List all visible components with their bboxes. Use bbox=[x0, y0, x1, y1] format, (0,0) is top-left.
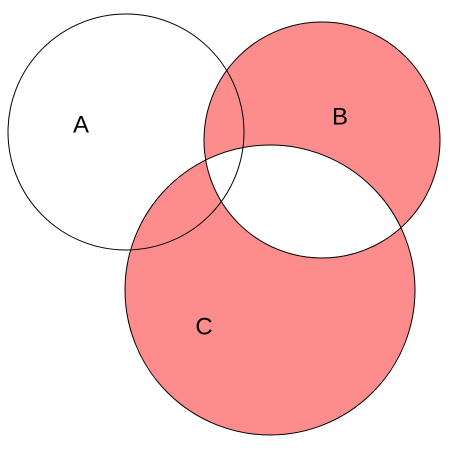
label-b: B bbox=[332, 103, 348, 130]
label-c: C bbox=[195, 313, 212, 340]
shaded-region bbox=[125, 22, 440, 435]
circle-c bbox=[124, 144, 416, 436]
circle-a bbox=[7, 13, 245, 251]
label-a: A bbox=[73, 111, 89, 138]
circle-b bbox=[203, 21, 441, 259]
